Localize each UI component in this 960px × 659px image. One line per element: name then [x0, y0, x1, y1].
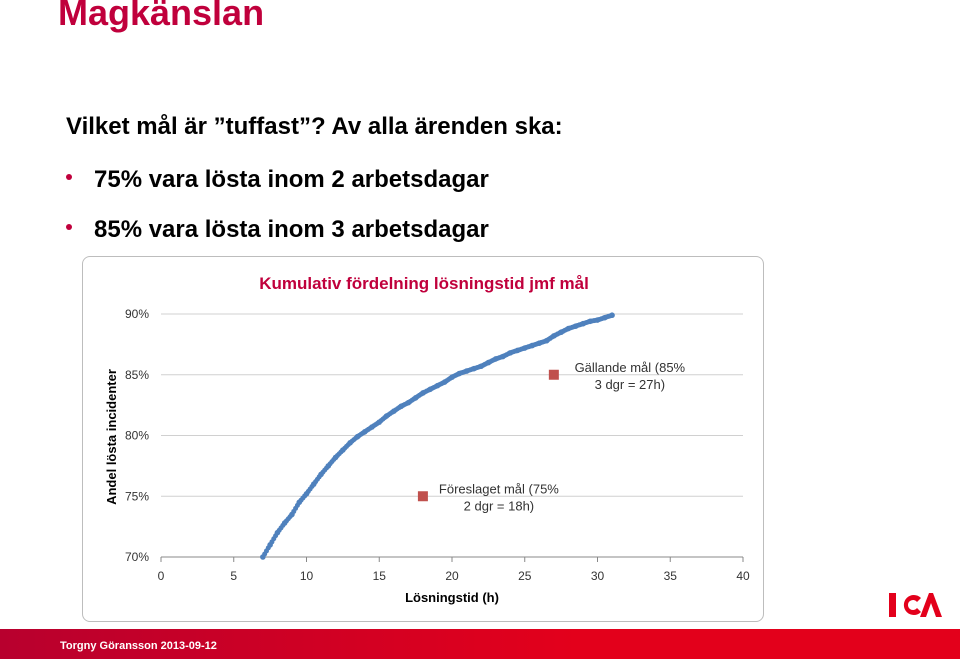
chart-axes: 70% 75% 80% 85% 90% 0 5 10 15 20 25 30 35 40 [125, 307, 750, 583]
x-tick-label: 0 [158, 569, 165, 583]
x-tick-label: 25 [518, 569, 532, 583]
y-tick-label: 85% [125, 368, 149, 382]
chart-frame: Kumulativ fördelning lösningstid jmf mål… [82, 256, 764, 622]
chart-grid [161, 313, 743, 558]
y-tick-label: 80% [125, 429, 149, 443]
data-point [609, 312, 615, 319]
marker-label: Föreslaget mål (75% [439, 481, 559, 496]
bullet-dot-icon [66, 224, 72, 230]
bullet-text-1: 75% vara lösta inom 2 arbetsdagar [94, 166, 489, 193]
footer-text: Torgny Göransson 2013-09-12 [60, 640, 217, 652]
y-tick-label: 70% [125, 550, 149, 564]
bullet-dot-icon [66, 174, 72, 180]
marker-label: 2 dgr = 18h) [464, 498, 534, 513]
ica-logo-icon [889, 593, 942, 617]
intro-text: Vilket mål är ”tuffast”? Av alla ärenden… [66, 113, 563, 140]
marker-label: 3 dgr = 27h) [595, 377, 665, 392]
target-marker [548, 369, 559, 380]
marker-label: Gällande mål (85% [575, 360, 686, 375]
chart: Kumulativ fördelning lösningstid jmf mål… [104, 274, 750, 605]
chart-markers: Föreslaget mål (75% 2 dgr = 18h) Gällande … [417, 360, 686, 513]
bullet-item-2: 85% vara lösta inom 3 arbetsdagar [66, 216, 489, 244]
bullet-item-1: 75% vara lösta inom 2 arbetsdagar [66, 166, 489, 194]
x-tick-label: 5 [230, 569, 237, 583]
x-tick-label: 10 [300, 569, 314, 583]
footer-bar: Torgny Göransson 2013-09-12 [0, 629, 960, 659]
chart-title: Kumulativ fördelning lösningstid jmf mål [259, 274, 589, 293]
x-tick-label: 20 [445, 569, 459, 583]
y-tick-label: 90% [125, 307, 149, 321]
y-axis-label: Andel lösta incidenter [104, 369, 119, 505]
x-tick-label: 30 [591, 569, 605, 583]
y-tick-label: 75% [125, 489, 149, 503]
x-tick-label: 15 [373, 569, 387, 583]
bullet-text-2: 85% vara lösta inom 3 arbetsdagar [94, 216, 489, 243]
x-axis-label: Lösningstid (h) [405, 590, 499, 605]
x-tick-label: 40 [736, 569, 750, 583]
slide-title: Magkänslan [58, 0, 265, 33]
target-marker [417, 491, 428, 502]
chart-series [260, 312, 615, 560]
x-tick-label: 35 [664, 569, 678, 583]
